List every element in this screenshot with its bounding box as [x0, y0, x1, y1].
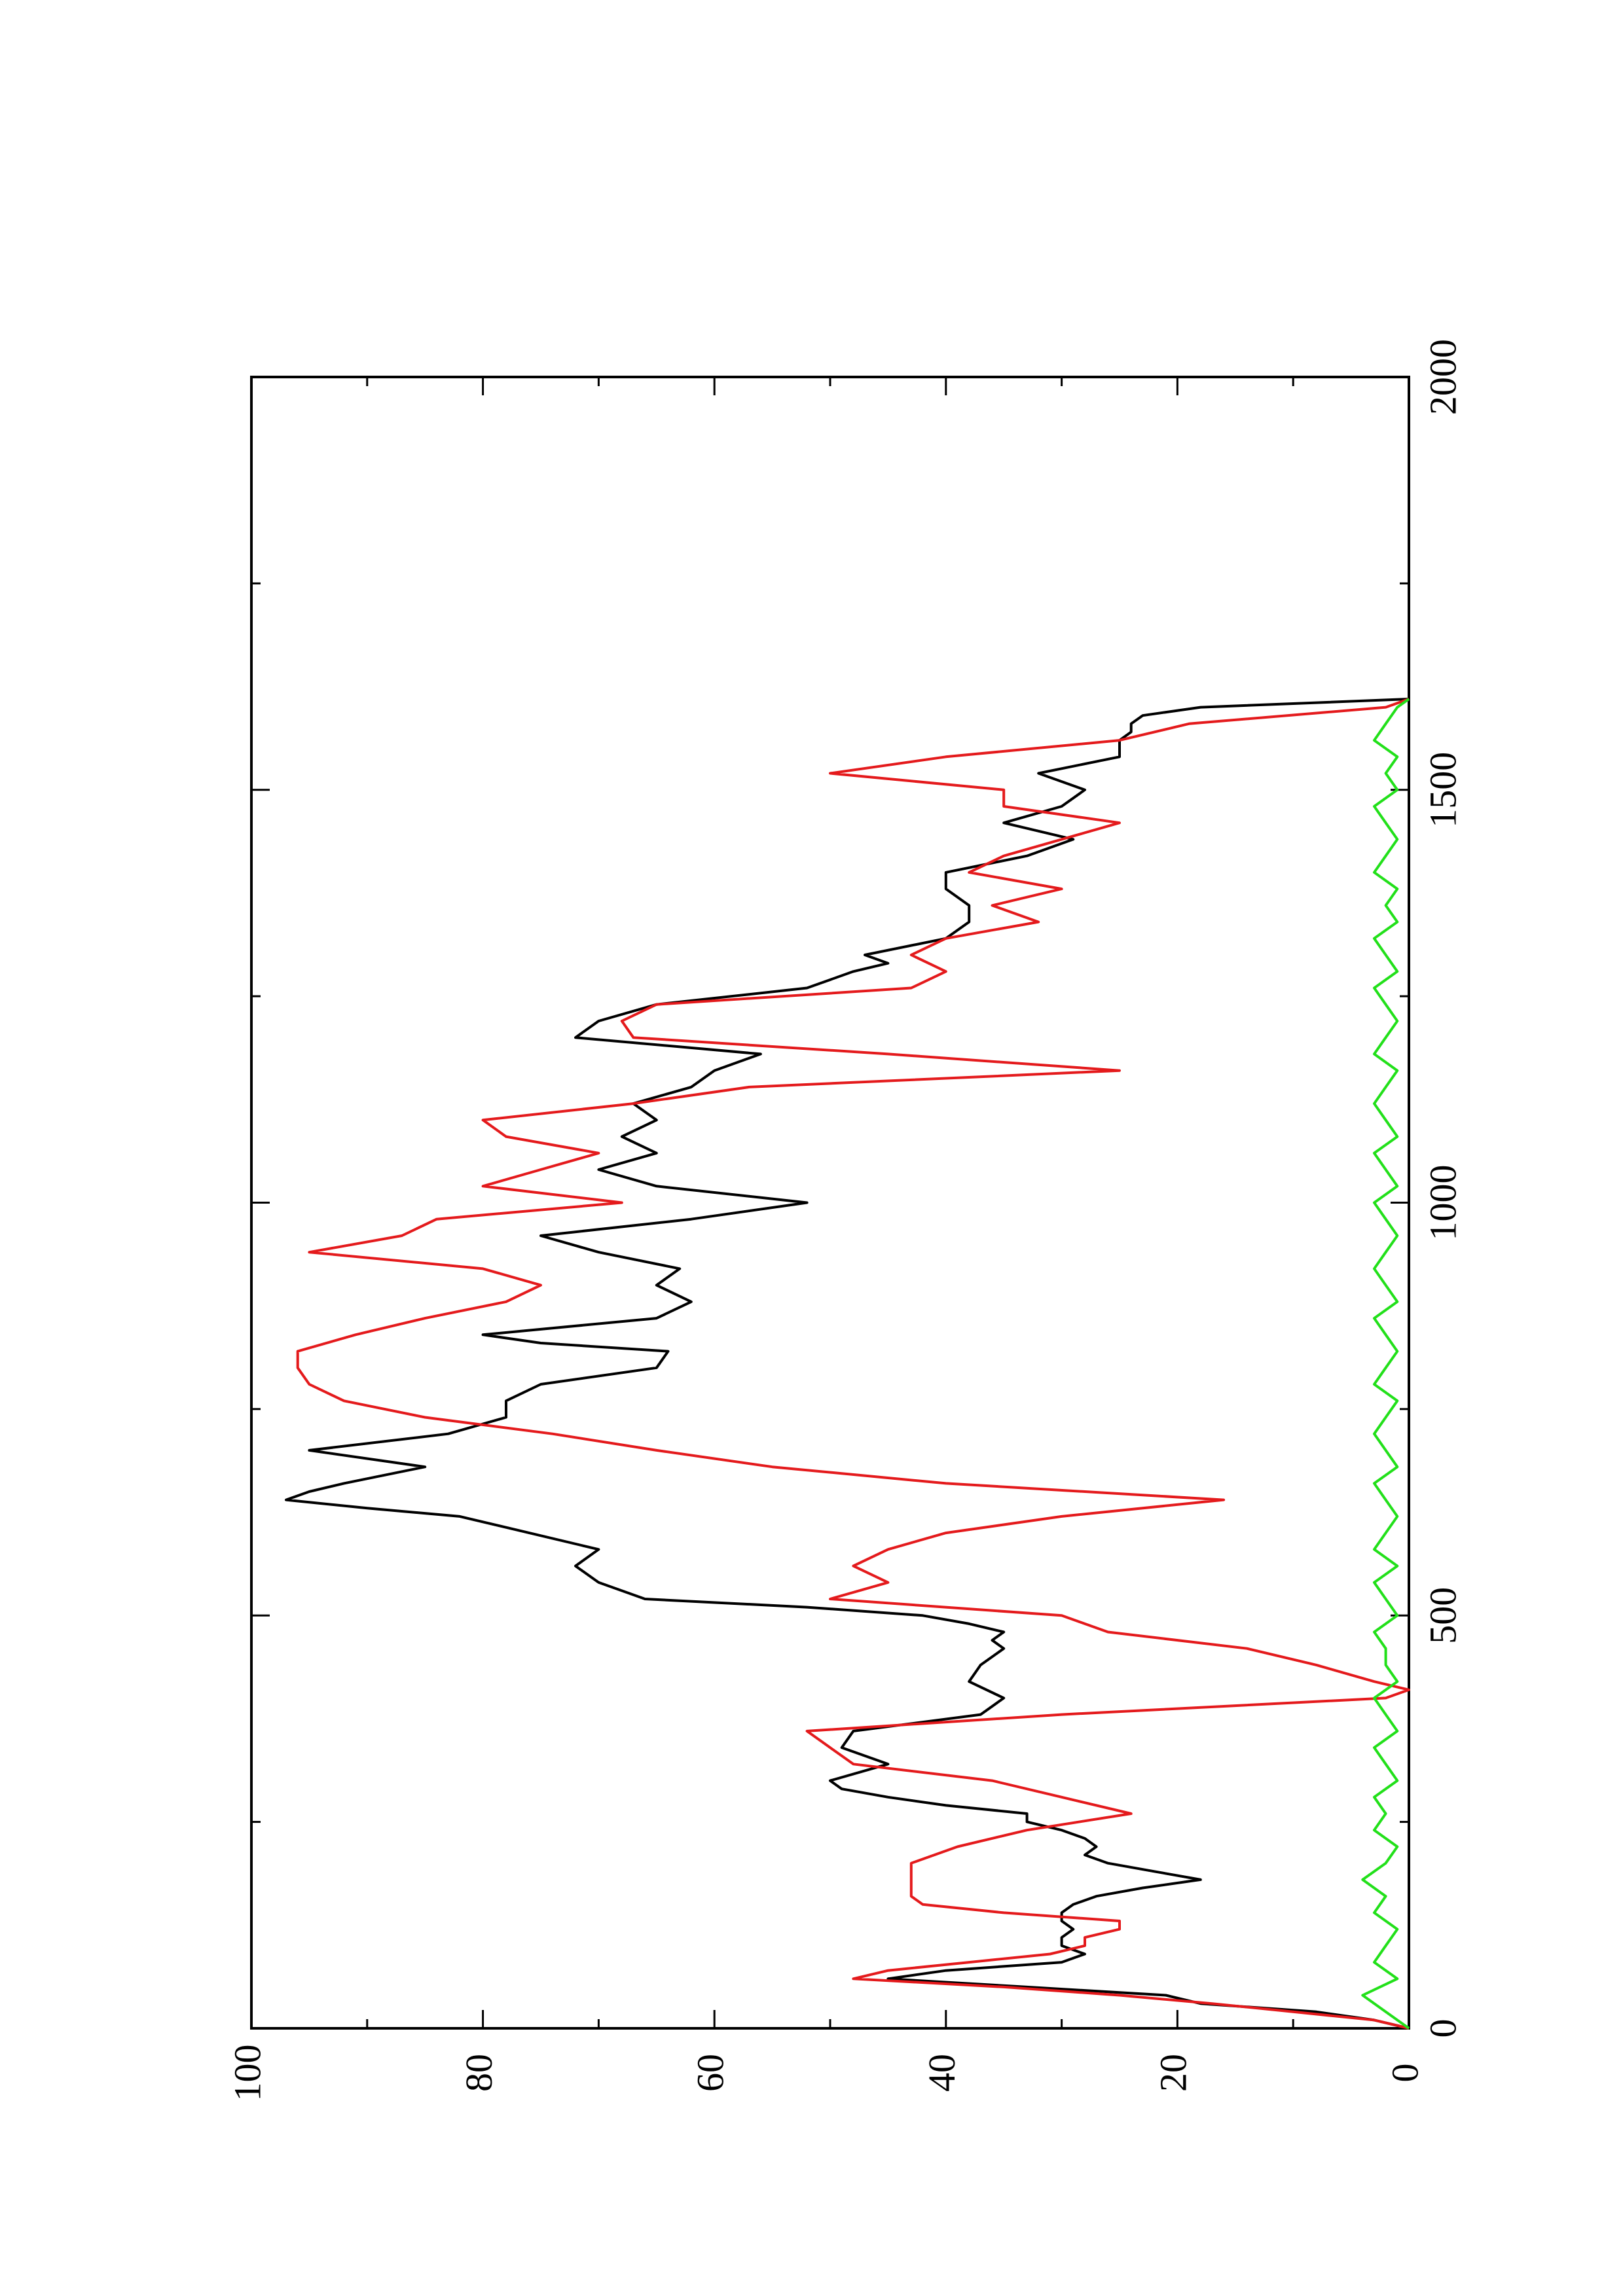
y-tick-label: 60	[689, 2054, 732, 2092]
series-line-3	[1361, 698, 1410, 2030]
y-tick-label: 40	[921, 2054, 963, 2092]
y-tick-label: 100	[226, 2045, 268, 2102]
axis-ticks	[250, 376, 1410, 2030]
x-tick-label: 1000	[1421, 1165, 1464, 1241]
series-layer	[285, 698, 1410, 2030]
y-tick-label: 0	[1383, 2064, 1426, 2083]
x-tick-label: 1500	[1421, 752, 1464, 828]
series-line-2	[296, 698, 1410, 2030]
y-tick-label: 80	[458, 2054, 500, 2092]
axis-tick-labels: 0 500 1000 1500 2000 0 20 40 60 80 100	[226, 339, 1464, 2102]
y-tick-label: 20	[1152, 2054, 1195, 2092]
x-tick-label: 0	[1421, 2019, 1464, 2038]
series-line-1	[285, 698, 1410, 2030]
x-tick-label: 500	[1421, 1587, 1464, 1644]
x-tick-label: 2000	[1421, 339, 1464, 415]
